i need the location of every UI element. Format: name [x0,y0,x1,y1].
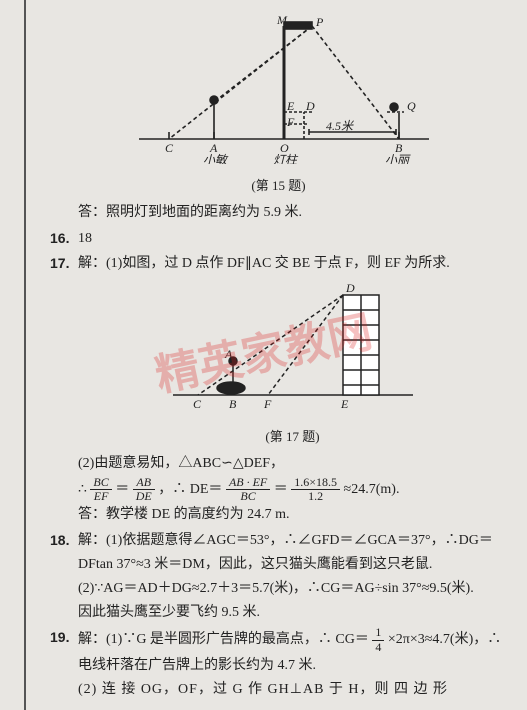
svg-text:E: E [286,99,295,113]
page: 精英家教网 [0,0,527,710]
fig15-caption: (第 15 题) [50,175,507,197]
svg-text:Q: Q [407,99,416,113]
q18-l3: 因此猫头鹰至少要飞约 9.5 米. [78,601,507,625]
q18-l1: 解：(1)依据题意得∠AGC＝53°，∴∠GFD＝∠GCA＝37°，∴DG＝DF… [78,529,507,577]
svg-text:D: D [305,99,315,113]
q19: 19. 解：(1)∵G 是半圆形广告牌的最高点，∴ CG＝ 14 ×2π×3≈4… [50,626,507,701]
q16-num: 16. [50,227,78,251]
svg-text:P: P [315,15,324,29]
q19-l2: (2) 连 接 OG，OF，过 G 作 GH⊥AB 于 H，则 四 边 形 [78,678,507,702]
svg-text:4.5米: 4.5米 [326,119,355,133]
q19-l1: 解：(1)∵G 是半圆形广告牌的最高点，∴ CG＝ 14 ×2π×3≈4.7(米… [78,626,507,677]
svg-text:M: M [276,14,288,27]
svg-text:C: C [165,141,174,155]
q17: 17. 解：(1)如图，过 D 点作 DF∥AC 交 BE 于点 F，则 EF … [50,252,507,527]
q17-l3: ∴ BCEF ＝ ABDE ，∴ DE＝ AB · EFBC ＝ 1.6×18.… [78,476,507,503]
svg-text:B: B [229,397,237,411]
figure-15: M P Q C A O B E D F 4.5米 小敏 灯柱 小丽 (第 15 … [50,14,507,197]
svg-text:E: E [340,397,349,411]
q17-l2: (2)由题意易知，△ABC∽△DEF， [78,452,507,476]
figure-17: D A C B F E (第 17 题) [78,280,507,448]
q18-num: 18. [50,529,78,553]
q19-num: 19. [50,626,78,650]
svg-text:小丽: 小丽 [385,153,411,164]
q16: 16. 18 [50,227,507,251]
svg-text:A: A [224,347,233,361]
fig17-caption: (第 17 题) [78,426,507,448]
q17-num: 17. [50,252,78,276]
svg-text:灯柱: 灯柱 [273,153,299,164]
q18-l2: (2)∵AG＝AD＋DG≈2.7＋3＝5.7(米)，∴CG＝AG÷sin 37°… [78,577,507,601]
q18: 18. 解：(1)依据题意得∠AGC＝53°，∴∠GFD＝∠GCA＝37°，∴D… [50,529,507,624]
svg-text:小敏: 小敏 [203,153,229,164]
svg-text:D: D [345,281,355,295]
svg-text:F: F [263,397,272,411]
svg-text:F: F [286,115,295,129]
answer-15: 答：照明灯到地面的距离约为 5.9 米. [50,201,507,225]
q17-l1: 解：(1)如图，过 D 点作 DF∥AC 交 BE 于点 F，则 EF 为所求. [78,252,507,276]
q17-l4: 答：教学楼 DE 的高度约为 24.7 m. [78,503,507,527]
svg-text:C: C [193,397,202,411]
left-margin [24,0,26,710]
q16-ans: 18 [78,227,507,251]
